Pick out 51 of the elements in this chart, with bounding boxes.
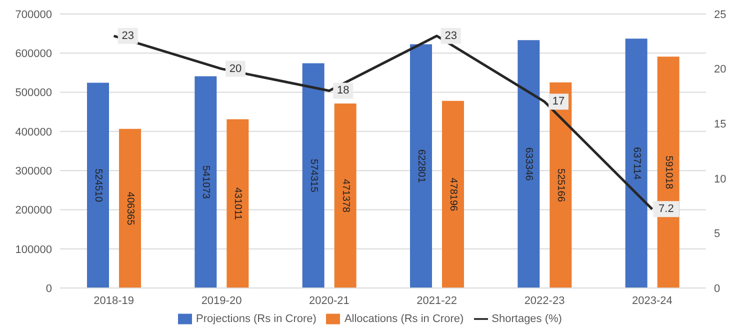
x-tick-label: 2020-21 <box>308 294 350 307</box>
x-tick-label: 2018-19 <box>94 294 134 307</box>
y-tick-label: 700000 <box>15 8 52 21</box>
y-tick-label: 600000 <box>15 48 52 60</box>
data-label: 20 <box>229 62 242 75</box>
data-label: 525166 <box>555 168 566 202</box>
data-label: 7.2 <box>658 203 674 216</box>
bar <box>226 119 249 288</box>
y2-tick-label: 5 <box>714 228 720 240</box>
y2-tick-label: 0 <box>714 282 720 295</box>
bar <box>442 100 464 288</box>
bar <box>194 76 217 288</box>
x-tick-label: 2023-24 <box>632 294 672 307</box>
data-label: 478196 <box>448 178 458 212</box>
data-label: 471378 <box>340 179 351 213</box>
y-tick-label: 300000 <box>15 165 52 178</box>
data-label: 637114 <box>630 146 642 180</box>
y-tick-label: 100000 <box>15 244 52 256</box>
bar <box>334 103 356 288</box>
x-tick-label: 2021-22 <box>416 294 458 307</box>
y2-tick-label: 25 <box>714 8 726 21</box>
legend-label: Allocations (Rs in Crore) <box>344 312 464 325</box>
legend-label: Projections (Rs in Crore) <box>196 312 316 325</box>
data-label: 431011 <box>232 187 244 220</box>
x-tick-label: 2019-20 <box>201 294 242 307</box>
bar <box>410 44 432 288</box>
data-label: 622801 <box>416 149 426 184</box>
data-label: 23 <box>444 30 457 42</box>
y-tick-label: 500000 <box>15 87 52 100</box>
data-label: 17 <box>552 96 565 108</box>
data-label: 18 <box>337 84 350 97</box>
x-tick-label: 2022-23 <box>524 294 565 307</box>
data-label: 541073 <box>200 165 212 200</box>
bar <box>302 63 324 288</box>
bar <box>119 128 141 288</box>
bar <box>518 40 540 288</box>
data-label: 574315 <box>308 158 319 193</box>
y-tick-label: 200000 <box>15 204 52 217</box>
y-tick-label: 400000 <box>15 126 52 138</box>
data-label: 23 <box>122 30 134 42</box>
bar <box>87 82 109 288</box>
legend-label: Shortages (%) <box>492 312 562 325</box>
y-tick-label: 0 <box>46 282 52 295</box>
data-label: 633346 <box>523 147 534 182</box>
data-label: 406365 <box>124 192 136 226</box>
bar <box>625 38 648 288</box>
y2-tick-label: 20 <box>714 64 726 76</box>
data-label: 524510 <box>92 168 104 202</box>
data-label: 591018 <box>662 156 674 190</box>
y2-tick-label: 10 <box>714 173 726 186</box>
y2-tick-label: 15 <box>714 118 726 131</box>
